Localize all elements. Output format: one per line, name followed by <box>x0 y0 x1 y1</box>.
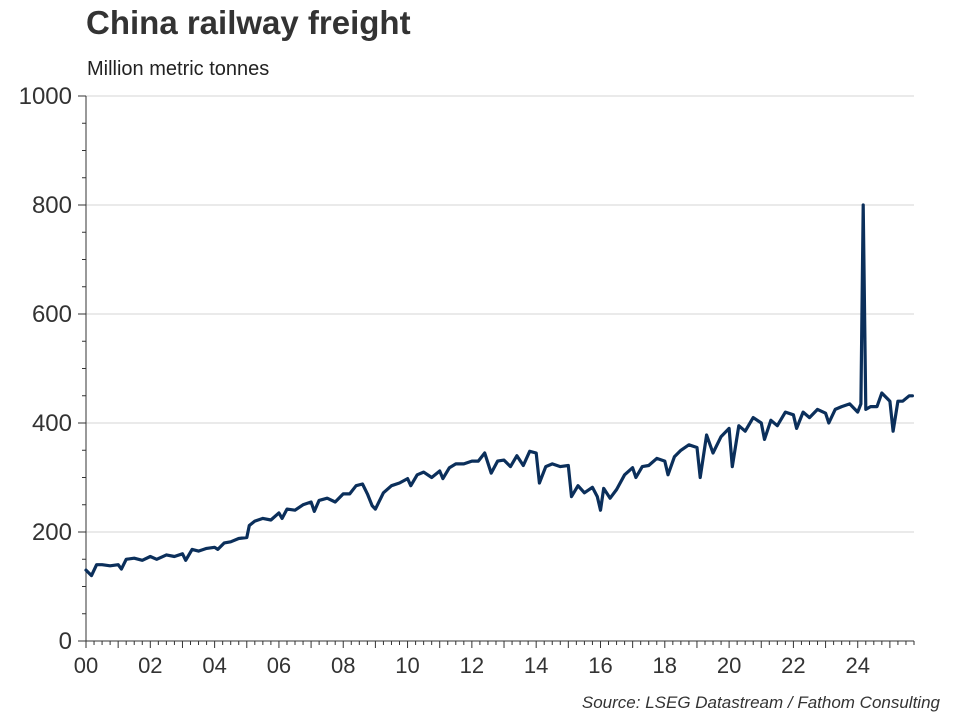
x-tick-label: 08 <box>331 653 355 678</box>
y-tick-label: 1000 <box>19 83 72 110</box>
x-tick-label: 20 <box>717 653 741 678</box>
x-tick-label: 24 <box>845 653 869 678</box>
x-axis-ticks: 00 02 04 06 08 10 12 14 16 18 20 22 24 <box>74 641 915 678</box>
x-tick-label: 12 <box>460 653 484 678</box>
series-group <box>84 203 915 578</box>
x-tick-label: 18 <box>653 653 677 678</box>
x-tick-label: 16 <box>588 653 612 678</box>
x-tick-label: 14 <box>524 653 548 678</box>
gridlines <box>86 95 914 533</box>
y-axis-ticks: 0 200 400 600 800 1000 <box>19 83 86 655</box>
y-tick-label: 400 <box>32 410 72 437</box>
source-note: Source: LSEG Datastream / Fathom Consult… <box>581 693 940 712</box>
axes <box>85 96 914 642</box>
x-tick-label: 22 <box>781 653 805 678</box>
x-tick-label: 04 <box>202 653 226 678</box>
chart-subtitle: Million metric tonnes <box>87 58 270 80</box>
x-tick-label: 10 <box>395 653 419 678</box>
x-tick-label: 06 <box>267 653 291 678</box>
x-tick-label: 00 <box>74 653 98 678</box>
y-tick-label: 200 <box>32 519 72 546</box>
x-tick-label: 02 <box>138 653 162 678</box>
y-tick-label: 800 <box>32 192 72 219</box>
chart-title: China railway freight <box>86 4 411 41</box>
y-tick-label: 600 <box>32 301 72 328</box>
series-line <box>84 203 915 578</box>
y-tick-label: 0 <box>59 628 72 655</box>
